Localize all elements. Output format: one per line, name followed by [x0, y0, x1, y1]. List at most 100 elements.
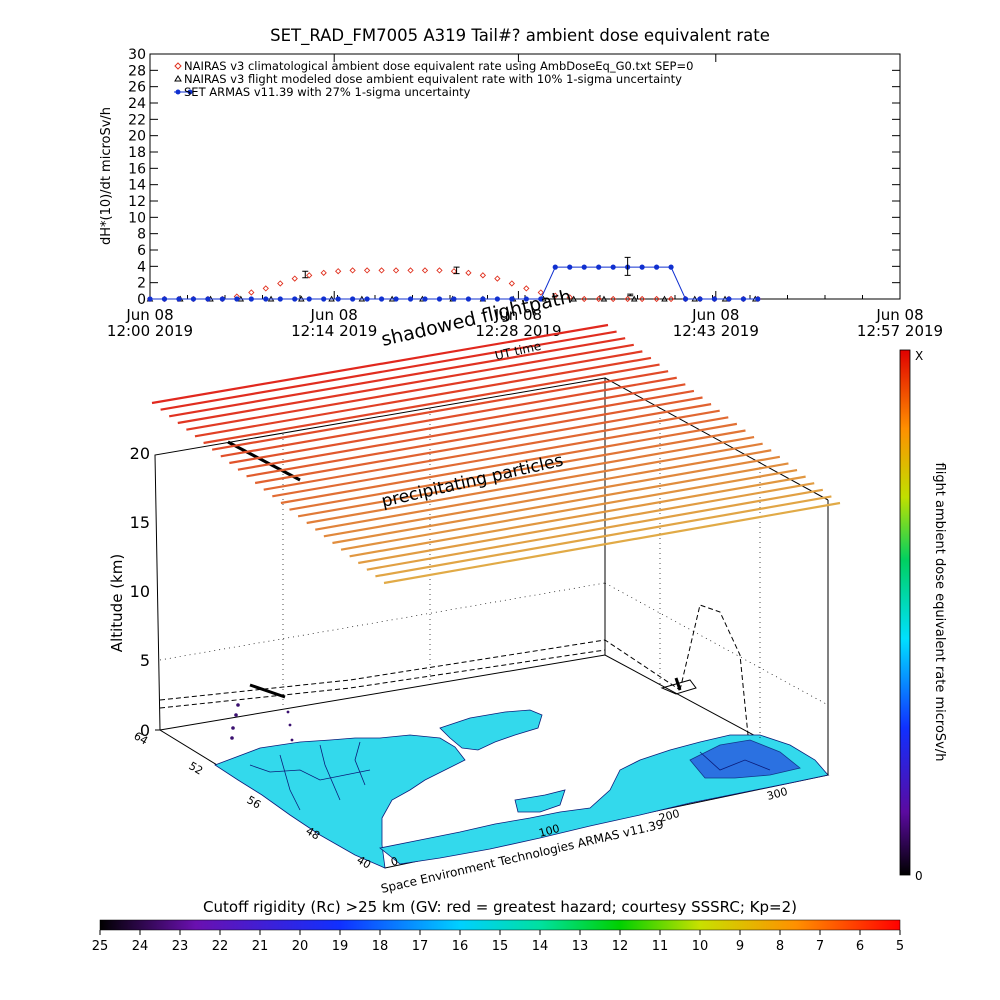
legend-symbol-triangle [174, 75, 182, 82]
rigidity-tick-label: 5 [896, 939, 904, 954]
nairas-error-bar [453, 266, 460, 275]
nairas-flight-point [600, 295, 608, 302]
particle-stripe [280, 422, 738, 505]
legend-symbol-dot [175, 89, 181, 95]
legend-label: SET ARMAS v11.39 with 27% 1-sigma uncert… [184, 85, 471, 99]
armas-point [567, 264, 573, 270]
nairas-climatological-point [277, 280, 284, 287]
armas-point [321, 296, 327, 302]
particle-stripe [177, 343, 634, 425]
y-tick-label: 14 [128, 178, 146, 194]
nairas-climatological-point [610, 295, 617, 303]
armas-point [219, 296, 225, 302]
armas-point [263, 296, 269, 302]
nairas-climatological-point [349, 267, 356, 274]
lat-tick: 52 [187, 759, 206, 777]
annotation-shadowed-flightpath: shadowed flightpath [379, 286, 574, 351]
rigidity-tick-label: 15 [492, 939, 509, 954]
rigidity-tick-label: 25 [92, 939, 109, 954]
nairas-climatological-point [436, 267, 443, 274]
particle-stripe [211, 370, 669, 451]
nairas-flight-point [570, 295, 577, 302]
y-axis-label: dH*(10)/dt microSv/h [99, 107, 114, 245]
particle-stripe [340, 468, 798, 551]
lat-ticks: 40 48 56 52 64 [132, 729, 374, 871]
armas-point [277, 296, 283, 302]
rigidity-tick-label: 16 [452, 939, 469, 954]
x-tick-label-time: 12:14 2019 [291, 322, 377, 340]
particle-stripe [229, 383, 686, 465]
nairas-flight-point [630, 295, 638, 302]
nairas-climatological-point [523, 285, 530, 292]
armas-point [682, 296, 689, 302]
rigidity-tick-label: 6 [856, 939, 864, 954]
flight-ground-track [159, 649, 606, 709]
nairas-climatological-point [595, 295, 602, 303]
armas-point [740, 296, 747, 302]
rigidity-tick-label: 9 [736, 939, 744, 954]
y-tick-label: 20 [128, 129, 146, 145]
armas-point [668, 264, 674, 270]
nairas-climatological-point [465, 269, 472, 277]
particle-stripe [366, 488, 824, 571]
nairas-climatological-point [306, 272, 313, 279]
particle-stripe [323, 455, 781, 538]
x-tick-label-date: Jun 08 [125, 306, 173, 324]
particle-stripe [160, 330, 617, 411]
particle-stripe [289, 429, 746, 511]
time-series-panel: SET_RAD_FM7005 A319 Tail#? ambient dose … [99, 26, 943, 340]
rigidity-tick-label: 13 [572, 939, 589, 954]
armas-point [697, 296, 703, 302]
armas-point [147, 296, 153, 302]
armas-error-bar [624, 256, 631, 276]
armas-point [465, 296, 472, 302]
armas-point [451, 296, 457, 302]
nairas-climatological-point [392, 267, 400, 274]
rigidity-tick-label: 21 [252, 939, 269, 954]
altitude-tick-5: 5 [140, 651, 150, 670]
rigidity-tick-label: 10 [692, 939, 709, 954]
armas-point [552, 264, 558, 270]
armas-point [190, 296, 197, 302]
y-tick-label: 30 [128, 47, 146, 63]
flight-ground-track [159, 639, 681, 701]
armas-point [538, 296, 544, 302]
nairas-climatological-point [479, 272, 487, 279]
legend-symbol-dot [187, 89, 193, 95]
armas-point [639, 264, 645, 270]
particle-stripe [237, 389, 695, 471]
nairas-climatological-point [508, 280, 515, 287]
particle-stripe [375, 495, 832, 578]
y-tick-label: 0 [137, 292, 146, 308]
armas-point [581, 264, 587, 270]
rigidity-colorbar [99, 919, 901, 931]
armas-point [523, 296, 529, 302]
land-mass [214, 709, 829, 869]
flight-dots [230, 703, 294, 742]
altitude-tick-0: 0 [140, 721, 150, 740]
particle-stripe [272, 416, 729, 498]
armas-point [726, 296, 732, 302]
altitude-tick-10: 10 [130, 582, 150, 601]
y-tick-label: 16 [128, 161, 146, 177]
armas-point [161, 296, 168, 302]
flight-segment [227, 440, 301, 482]
armas-point [306, 296, 312, 302]
particle-stripe [263, 409, 720, 491]
legend-label: NAIRAS v3 flight modeled dose ambient eq… [184, 72, 682, 86]
chart-title: SET_RAD_FM7005 A319 Tail#? ambient dose … [270, 26, 770, 46]
lon-tick: 300 [765, 785, 789, 803]
y-tick-label: 22 [128, 112, 146, 128]
flight-segment [674, 677, 682, 691]
particle-stripe [168, 337, 626, 418]
particle-stripe [297, 435, 755, 518]
lon-tick: 0 [389, 855, 399, 869]
particle-stripe [306, 442, 763, 525]
armas-point [364, 296, 370, 302]
lat-tick: 48 [304, 824, 323, 842]
nairas-climatological-point [320, 269, 327, 277]
lat-tick: 64 [132, 729, 151, 747]
armas-point [610, 264, 616, 270]
flight-end-marker [660, 679, 697, 695]
